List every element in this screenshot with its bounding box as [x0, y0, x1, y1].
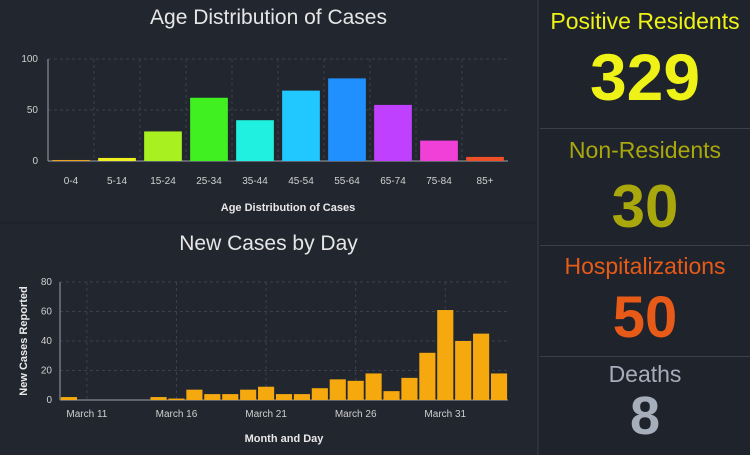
non-residents-stat[interactable]: Non-Residents 30 — [540, 137, 750, 237]
bar-March-26 — [347, 380, 364, 400]
positive-residents-label: Positive Residents — [550, 8, 740, 34]
age-distribution-panel: Age Distribution of Cases 0 50 100 0-4 5-14 1… — [0, 0, 537, 222]
bar-March-16 — [168, 398, 185, 400]
bar-65-74 — [374, 104, 412, 161]
age-chart-title: Age Distribution of Cases — [150, 6, 387, 29]
bar-75-84 — [420, 140, 458, 161]
bar-March-23 — [293, 394, 310, 400]
x-tick-label: March 31 — [424, 409, 466, 420]
bar-35-44 — [236, 120, 274, 161]
bar-April-2 — [473, 333, 490, 400]
stat-separator — [540, 128, 750, 129]
bar-March-31 — [437, 310, 454, 400]
bar-March-10 — [60, 397, 78, 400]
x-tick-label: 15-24 — [150, 176, 176, 187]
bar-April-3 — [490, 373, 508, 400]
bar-55-64 — [328, 78, 366, 161]
y-tick-label: 80 — [41, 277, 53, 288]
bar-85+ — [466, 156, 504, 161]
bar-25-34 — [190, 97, 228, 161]
bar-March-20 — [240, 389, 257, 400]
non-residents-label: Non-Residents — [568, 137, 722, 163]
y-tick-label: 0 — [32, 156, 38, 167]
x-tick-label: 35-44 — [242, 176, 268, 187]
y-tick-label: 100 — [21, 54, 38, 65]
x-axis-title: Age Distribution of Cases — [221, 202, 355, 214]
y-tick-label: 0 — [46, 395, 52, 406]
x-tick-label: 65-74 — [380, 176, 406, 187]
deaths-value: 8 — [629, 386, 661, 446]
panel-divider — [537, 0, 539, 455]
daily-chart-title: New Cases by Day — [179, 232, 358, 255]
bar-March-19 — [222, 394, 239, 400]
bar-March-21 — [258, 386, 275, 400]
bar-March-24 — [311, 388, 328, 400]
x-tick-label: 5-14 — [107, 176, 127, 187]
bar-15-24 — [144, 131, 182, 161]
bar-5-14 — [98, 157, 136, 161]
bar-0-4 — [52, 159, 90, 161]
bar-45-54 — [282, 90, 320, 161]
deaths-label: Deaths — [608, 361, 682, 387]
x-tick-label: 85+ — [477, 176, 494, 187]
new-cases-panel: New Cases by Day 0 20 40 60 80 March 11 March … — [0, 224, 537, 455]
y-axis-title: New Cases Reported — [18, 286, 30, 395]
x-tick-label: 25-34 — [196, 176, 222, 187]
stat-separator — [540, 356, 750, 357]
positive-residents-value: 329 — [589, 40, 701, 114]
y-tick-label: 20 — [41, 366, 53, 377]
x-tick-label: March 26 — [335, 409, 377, 420]
bar-March-30 — [419, 352, 436, 400]
positive-residents-stat[interactable]: Positive Residents 329 — [540, 8, 750, 110]
bar-March-22 — [275, 394, 293, 400]
x-tick-label: 55-64 — [334, 176, 360, 187]
age-distribution-chart: 0 50 100 0-4 5-14 15-24 25-34 35-44 45-54 55-64 65… — [21, 54, 508, 214]
x-tick-label: 45-54 — [288, 176, 314, 187]
y-tick-label: 60 — [41, 307, 53, 318]
new-cases-by-day-chart: 0 20 40 60 80 March 11 March 16 March 21 March 2… — [18, 277, 508, 445]
deaths-stat[interactable]: Deaths 8 — [540, 361, 750, 443]
bar-March-18 — [204, 394, 221, 400]
bar-April-1 — [455, 341, 472, 400]
hospitalizations-stat[interactable]: Hospitalizations 50 — [540, 253, 750, 347]
y-tick-label: 40 — [41, 336, 53, 347]
bar-March-27 — [365, 373, 382, 400]
bar-March-29 — [401, 377, 418, 400]
bar-March-15 — [150, 397, 167, 400]
x-axis-title: Month and Day — [245, 433, 325, 445]
stat-separator — [540, 245, 750, 246]
x-tick-label: March 21 — [245, 409, 287, 420]
x-tick-label: March 16 — [156, 409, 198, 420]
hospitalizations-label: Hospitalizations — [564, 253, 726, 279]
x-tick-label: 75-84 — [426, 176, 452, 187]
hospitalizations-value: 50 — [612, 285, 678, 350]
y-tick-label: 50 — [27, 105, 39, 116]
bar-March-28 — [383, 391, 400, 400]
x-tick-label: March 11 — [66, 409, 107, 420]
x-tick-label: 0-4 — [64, 176, 79, 187]
bar-March-25 — [329, 379, 346, 400]
bar-March-17 — [186, 389, 203, 400]
non-residents-value: 30 — [611, 173, 679, 240]
